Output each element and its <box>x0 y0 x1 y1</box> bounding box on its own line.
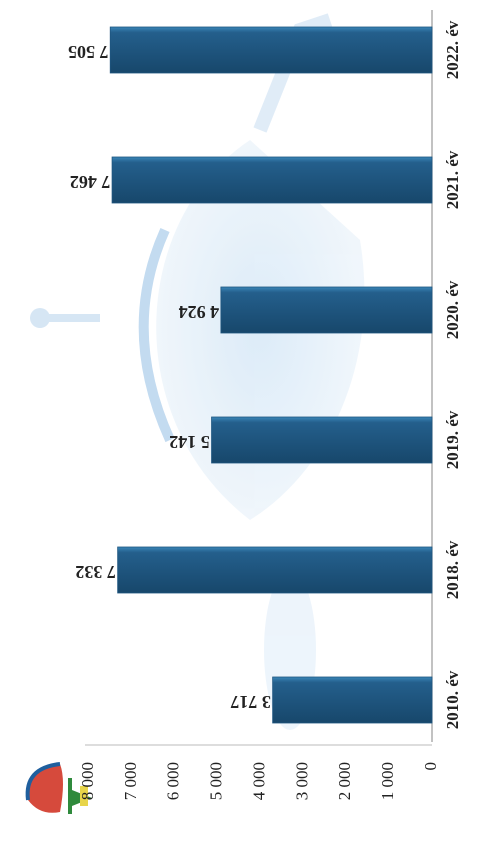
bar <box>117 546 433 594</box>
axes: 0 1 000 2 000 3 000 4 000 5 000 6 000 7 000 8 00… <box>78 10 440 800</box>
y-tick-label: 5 000 <box>207 762 226 800</box>
value-label: 3 717 <box>230 692 271 712</box>
value-label: 7 332 <box>75 562 116 582</box>
bar <box>211 416 433 464</box>
category-label: 2018. év <box>443 540 462 599</box>
corner-logo <box>25 762 92 814</box>
y-tick-label: 2 000 <box>335 762 354 800</box>
bar <box>111 156 433 204</box>
labels: 3 717 2010. év 7 332 2018. év 5 142 2019. év 4… <box>68 20 462 729</box>
watermark-emblem <box>30 13 365 730</box>
y-tick-label: 6 000 <box>164 762 183 800</box>
value-label: 4 924 <box>179 302 220 322</box>
y-tick-label: 8 000 <box>78 762 97 800</box>
value-label: 7 462 <box>70 172 111 192</box>
bar <box>109 26 433 74</box>
category-label: 2022. év <box>443 20 462 79</box>
y-tick-label: 7 000 <box>121 762 140 800</box>
category-label: 2010. év <box>443 670 462 729</box>
bar <box>272 676 433 724</box>
bar <box>220 286 433 334</box>
category-label: 2020. év <box>443 280 462 339</box>
category-label: 2019. év <box>443 410 462 469</box>
category-label: 2021. év <box>443 150 462 209</box>
y-tick-label: 0 <box>421 762 440 771</box>
y-tick-label: 1 000 <box>378 762 397 800</box>
value-label: 7 505 <box>68 42 109 62</box>
bars <box>109 26 433 724</box>
y-tick-label: 3 000 <box>292 762 311 800</box>
y-tick-label: 4 000 <box>249 762 268 800</box>
value-label: 5 142 <box>169 432 210 452</box>
